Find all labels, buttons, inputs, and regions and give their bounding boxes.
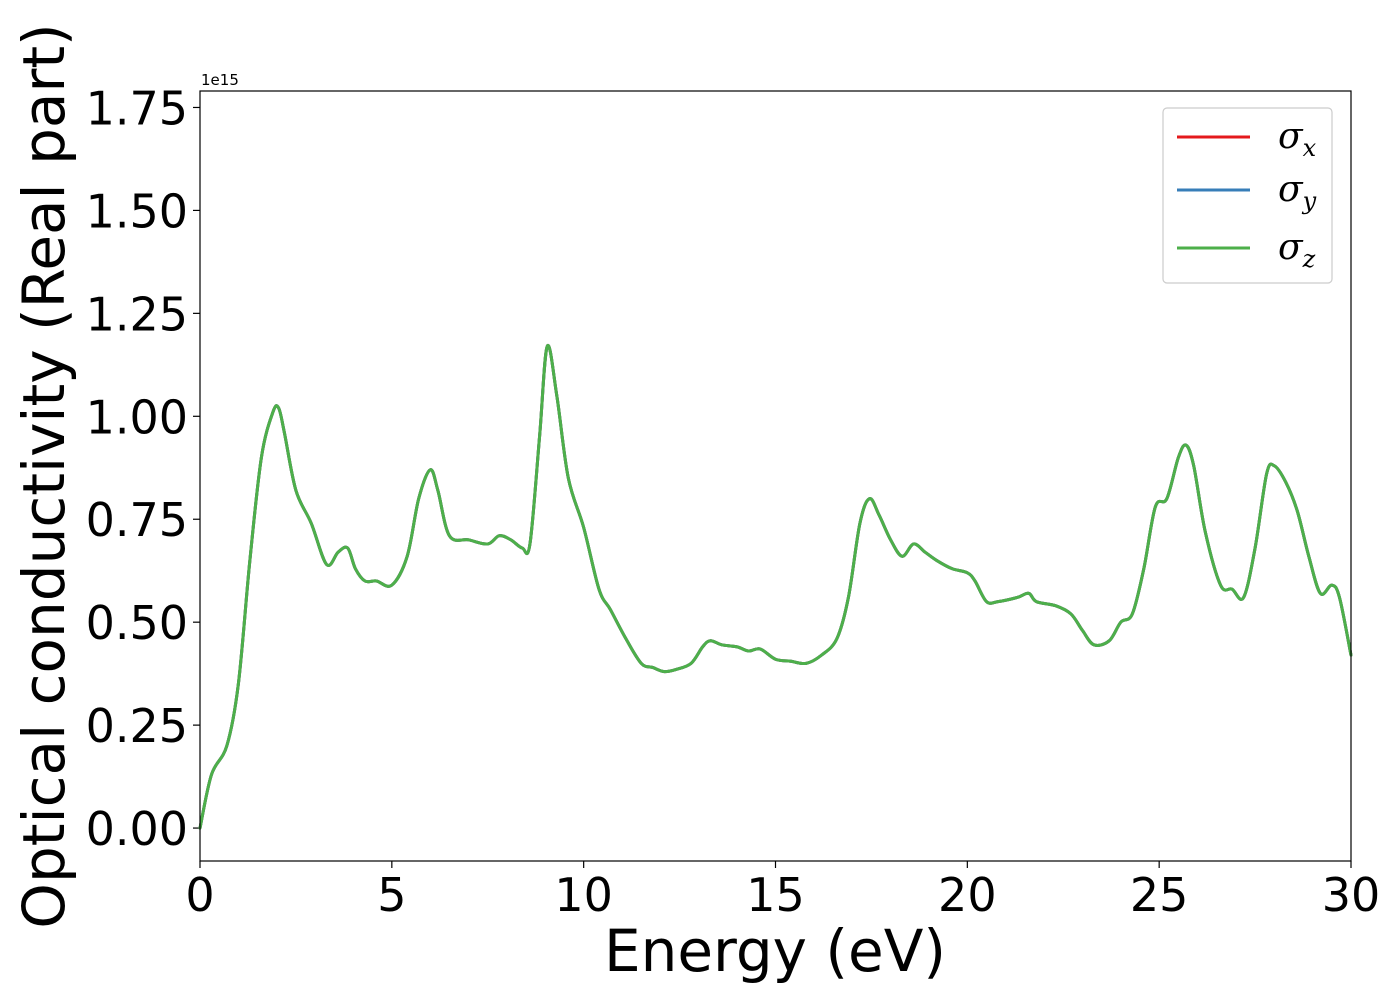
plot-frame	[199, 90, 1352, 862]
x-tick-label: 15	[746, 868, 805, 922]
y-tick-label: 1.75	[86, 81, 188, 135]
legend-subscript: x	[1303, 134, 1317, 162]
y-axis: 0.00 0.25 0.50 0.75 1.00 1.25 1.50 1.75	[86, 81, 200, 856]
y-tick-label: 1.25	[86, 287, 188, 341]
x-tick-label: 10	[554, 868, 613, 922]
y-tick-label: 1.50	[86, 184, 188, 238]
legend-subscript: z	[1302, 245, 1316, 273]
sigma-z-line	[198, 343, 1353, 830]
x-tick-label: 30	[1322, 868, 1381, 922]
legend-symbol: σ	[1278, 169, 1304, 210]
y-offset-text: 1e15	[201, 71, 239, 89]
x-tick-label: 25	[1130, 868, 1189, 922]
y-tick-label: 0.75	[86, 493, 188, 547]
legend-label-y: σy	[1278, 169, 1317, 215]
x-tick-label: 20	[938, 868, 997, 922]
x-tick-label: 0	[185, 868, 214, 922]
x-axis: 0 5 10 15 20 25 30	[185, 861, 1380, 922]
x-axis-title: Energy (eV)	[604, 917, 946, 985]
y-tick-label: 1.00	[86, 390, 188, 444]
y-tick-label: 0.25	[86, 699, 188, 753]
y-axis-title: Optical conductivity (Real part)	[10, 23, 78, 928]
legend-frame	[1162, 107, 1333, 284]
x-tick-label: 5	[377, 868, 406, 922]
legend-label-x: σx	[1278, 116, 1317, 162]
plot-background	[200, 91, 1351, 861]
legend-symbol: σ	[1278, 227, 1304, 268]
plot-lines	[198, 343, 1353, 830]
y-tick-label: 0.50	[86, 596, 188, 650]
legend-label-z: σz	[1278, 227, 1316, 273]
y-tick-label: 0.00	[86, 802, 188, 856]
legend-symbol: σ	[1278, 116, 1304, 157]
legend-subscript: y	[1302, 187, 1317, 215]
